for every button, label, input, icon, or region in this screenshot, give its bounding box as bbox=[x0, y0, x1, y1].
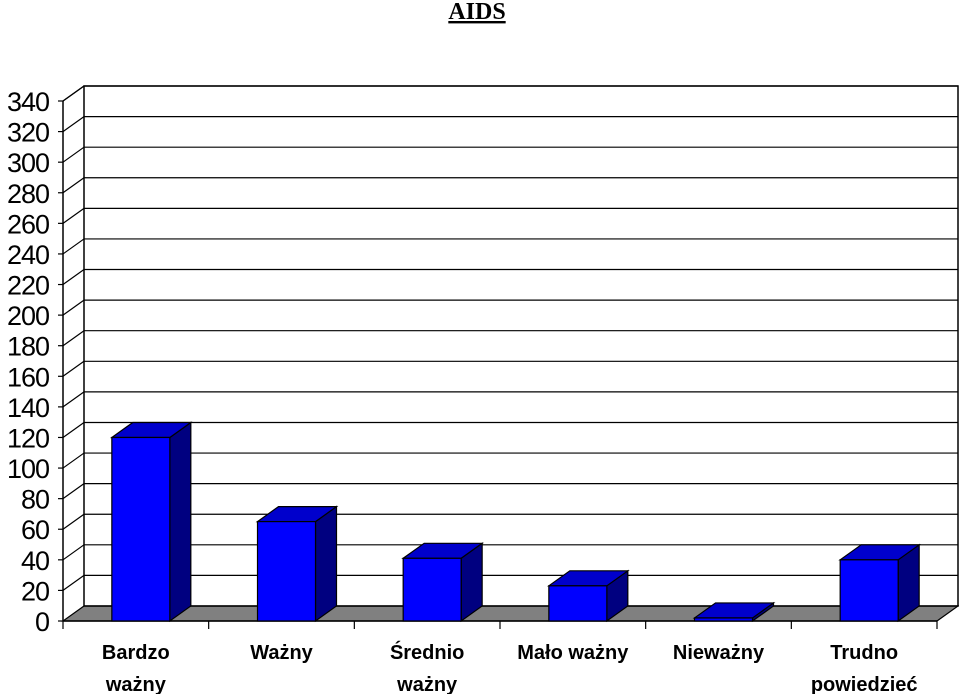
bar bbox=[255, 505, 339, 623]
chart-title: AIDS bbox=[448, 0, 505, 25]
x-tick-label: Nieważny bbox=[673, 642, 765, 664]
y-tick-label: 180 bbox=[7, 332, 49, 362]
x-tick-label: Bardzo bbox=[102, 642, 170, 664]
y-tick-label: 200 bbox=[7, 301, 49, 331]
bar-front bbox=[402, 557, 462, 622]
y-tick-label: 160 bbox=[7, 362, 49, 392]
bar bbox=[692, 601, 776, 623]
bar bbox=[109, 421, 193, 623]
y-tick-label: 60 bbox=[21, 515, 49, 545]
y-tick-label: 320 bbox=[7, 118, 49, 148]
gridline-side bbox=[62, 299, 85, 316]
gridline-side bbox=[62, 177, 85, 194]
bar-front bbox=[839, 559, 899, 622]
y-tick-label: 280 bbox=[7, 179, 49, 209]
y-tick-label: 20 bbox=[21, 576, 49, 606]
bar-side bbox=[314, 505, 338, 623]
x-tick-label: powiedzieć bbox=[811, 674, 918, 694]
x-tick-label: Średnio bbox=[390, 640, 464, 664]
bar-front bbox=[693, 617, 754, 622]
y-tick-label: 300 bbox=[7, 148, 49, 178]
y-tick-label: 40 bbox=[21, 546, 49, 576]
gridlines bbox=[62, 85, 958, 591]
bar-side bbox=[169, 421, 192, 623]
y-tick-label: 220 bbox=[7, 271, 49, 301]
bar-front bbox=[111, 436, 171, 622]
gridline-side bbox=[62, 269, 85, 286]
gridline-side bbox=[62, 513, 85, 530]
x-tick-label: ważny bbox=[396, 674, 458, 694]
gridline-side bbox=[62, 146, 85, 163]
y-tick-label: 340 bbox=[7, 87, 49, 117]
back-wall bbox=[83, 85, 959, 607]
y-tick-label: 100 bbox=[7, 454, 49, 484]
bar-front bbox=[256, 520, 317, 622]
gridline-side bbox=[62, 421, 85, 438]
floor-plane bbox=[61, 605, 959, 622]
y-tick-label: 80 bbox=[21, 485, 49, 515]
y-tick-label: 260 bbox=[7, 209, 49, 239]
chart-walls bbox=[62, 85, 959, 621]
x-tick-label: Mało ważny bbox=[517, 642, 629, 664]
gridline-side bbox=[62, 544, 85, 561]
y-tick-label: 120 bbox=[7, 423, 49, 453]
gridline-side bbox=[62, 207, 85, 224]
bar bbox=[838, 543, 922, 623]
gridline-side bbox=[62, 483, 85, 500]
y-tick-label: 140 bbox=[7, 393, 49, 423]
x-tick-label: Trudno bbox=[830, 642, 898, 664]
y-tick-label: 240 bbox=[7, 240, 49, 270]
chart-floor bbox=[61, 605, 959, 622]
x-tick-label: ważny bbox=[105, 674, 167, 694]
bar bbox=[546, 569, 630, 623]
bar-front bbox=[548, 585, 608, 622]
gridline-side bbox=[62, 574, 85, 591]
gridline-side bbox=[62, 85, 85, 102]
y-tick-label: 0 bbox=[35, 607, 49, 637]
bar bbox=[401, 542, 485, 623]
y-axis: 0204060801001201401601802002202402602803… bbox=[7, 87, 63, 637]
gridline-side bbox=[62, 116, 85, 133]
bars bbox=[109, 421, 922, 623]
x-tick-label: Ważny bbox=[250, 642, 313, 664]
x-axis: Bardzo ważny Ważny Średnio ważny Mało ważny Ni… bbox=[62, 620, 938, 694]
gridline-side bbox=[62, 330, 85, 347]
gridline-side bbox=[62, 360, 85, 377]
gridline-side bbox=[62, 452, 85, 469]
gridline-side bbox=[62, 238, 85, 255]
gridline-side bbox=[62, 391, 85, 408]
